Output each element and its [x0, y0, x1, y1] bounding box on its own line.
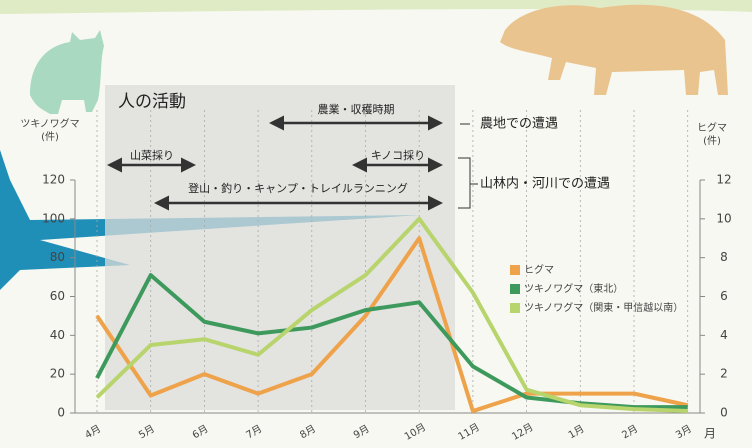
legend-label: ツキノワグマ（東北）: [524, 282, 623, 295]
y-tick-label: 40: [50, 328, 65, 342]
note: 山林内・河川での遭遇: [480, 176, 610, 192]
y-tick-label: 20: [50, 367, 65, 381]
y-tick-label: 60: [50, 289, 65, 303]
y-tick-label: 100: [42, 211, 65, 225]
human-activity-region: [105, 85, 455, 410]
y2-tick-label: 10: [716, 211, 731, 225]
y-tick-label: 80: [50, 250, 65, 264]
y2-tick-label: 0: [720, 406, 728, 420]
note: 農地での遭遇: [480, 117, 558, 132]
activity-label: キノコ採り: [371, 148, 425, 162]
y2-axis-label: ヒグマ: [697, 121, 727, 134]
y-tick-label: 120: [42, 173, 65, 187]
y2-tick-label: 4: [720, 328, 728, 342]
y2-tick-label: 2: [720, 367, 728, 381]
legend-swatch: [510, 265, 520, 275]
activity-label: 登山・釣り・キャンプ・トレイルランニング: [188, 181, 408, 195]
y2-axis-unit: (件): [703, 135, 721, 147]
y2-tick-label: 12: [716, 173, 731, 187]
legend-label: ヒグマ: [524, 263, 554, 276]
legend-swatch: [510, 303, 520, 313]
y-axis-unit: (件): [41, 131, 59, 143]
legend-label: ツキノワグマ（関東・甲信越以南）: [524, 301, 683, 314]
activity-label: 山菜採り: [130, 148, 174, 162]
chart: 人の活動 ツキノワグマ (件) ヒグマ (件) 月 4月5月6月7月8月9月10…: [0, 0, 752, 448]
y-tick-label: 0: [57, 406, 65, 420]
region-title: 人の活動: [118, 92, 186, 112]
x-axis-label: 月: [704, 427, 716, 441]
y-axis-label: ツキノワグマ: [20, 117, 79, 130]
y2-tick-label: 6: [720, 289, 728, 303]
legend-swatch: [510, 284, 520, 294]
activity-label: 農業・収穫時期: [318, 102, 395, 116]
y2-tick-label: 8: [720, 250, 728, 264]
